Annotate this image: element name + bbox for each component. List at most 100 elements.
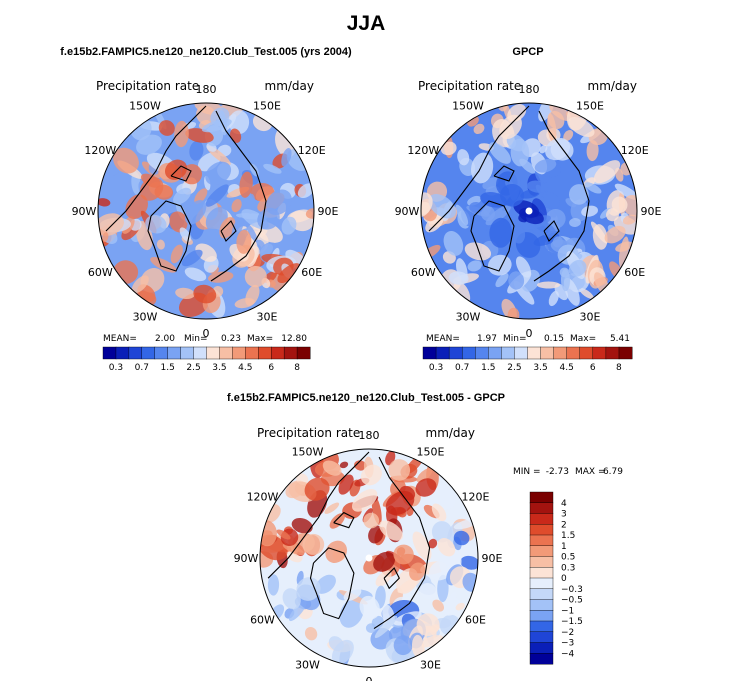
- field-patch: [175, 287, 195, 300]
- variable-label: Precipitation rate: [418, 79, 521, 93]
- colorbar-swatch: [180, 346, 195, 360]
- longitude-label: 60W: [250, 614, 275, 627]
- field-patch: [538, 103, 555, 122]
- longitude-label: 30E: [257, 311, 278, 324]
- colorbar-swatch: [529, 599, 554, 611]
- colorbar-swatch: [448, 346, 463, 360]
- field-patch: [291, 517, 313, 534]
- colorbar-swatch: [488, 346, 502, 360]
- field-patch: [442, 597, 461, 616]
- colorbar-swatch: [529, 534, 554, 547]
- colorbar-swatch: [529, 577, 554, 590]
- colorbar-swatch: [592, 346, 607, 360]
- field-patch: [359, 595, 380, 620]
- field-patch: [500, 183, 525, 207]
- polar-map: [98, 103, 314, 319]
- colorbar-tick-label: 1.5: [161, 363, 175, 373]
- max-label: MAX =: [575, 467, 606, 477]
- field-patch: [448, 271, 469, 285]
- colorbar-swatch: [527, 346, 542, 360]
- field-patch: [98, 213, 124, 236]
- field-patch: [488, 254, 512, 276]
- colorbar-tick-label: 2.5: [507, 363, 521, 373]
- field-patch: [415, 478, 437, 497]
- field-patch: [325, 540, 348, 563]
- longitude-labels: 180 150E 120E 90E 60E 30E 0 30W 60W 90W 120W 150W: [234, 429, 503, 681]
- field-patch: [154, 184, 174, 200]
- field-patch: [257, 207, 280, 230]
- colorbar-swatch: [529, 513, 554, 525]
- map-border: [97, 102, 315, 320]
- longitude-label: 60E: [465, 614, 486, 627]
- field-patch: [315, 574, 336, 594]
- stats-line: MEAN= 2.00 Min= 0.23 Max= 12.80: [103, 334, 307, 344]
- field-patch: [512, 226, 526, 244]
- field-patch: [416, 468, 433, 483]
- coastline: [383, 567, 400, 590]
- colorbar: 0.3 0.7 1.5 2.5 3.5 4.5 6 8: [102, 346, 311, 373]
- colorbar-swatch: [154, 346, 169, 360]
- pole-marker: [365, 554, 373, 562]
- field-patch: [507, 104, 527, 122]
- min-label: Min=: [503, 334, 527, 344]
- field-patch: [338, 474, 354, 495]
- max-value: 5.41: [610, 334, 630, 344]
- field-patch: [411, 634, 425, 658]
- field-patch: [419, 583, 437, 600]
- colorbar-swatch: [540, 346, 555, 360]
- colorbar-tick-label: −3: [561, 639, 574, 649]
- field-patch: [263, 163, 282, 174]
- min-value: -2.73: [546, 467, 569, 477]
- mean-value: 2.00: [155, 334, 175, 344]
- colorbar-tick-label: −4: [561, 649, 575, 659]
- field-patch: [431, 503, 447, 522]
- units-label: mm/day: [265, 79, 315, 93]
- field-patch: [113, 147, 139, 174]
- colorbar-swatch: [206, 346, 220, 360]
- max-label: Max=: [570, 334, 596, 344]
- field-patch: [304, 477, 330, 501]
- field-patch: [184, 267, 207, 282]
- field-patch: [409, 562, 426, 581]
- colorbar-swatch: [219, 346, 233, 360]
- field-patch: [322, 460, 342, 476]
- field-patch: [611, 196, 628, 213]
- colorbar-tick-label: 8: [294, 363, 300, 373]
- field-patch: [302, 533, 325, 555]
- field-patch: [194, 188, 208, 204]
- map-border: [259, 448, 479, 668]
- field-patch: [374, 615, 398, 639]
- field-patch: [267, 574, 280, 596]
- field-patch: [568, 184, 589, 205]
- colorbar-swatch: [529, 567, 554, 579]
- field-patch: [276, 529, 291, 540]
- field-patch: [569, 217, 581, 228]
- longitude-label: 90W: [234, 552, 259, 565]
- field-patch: [437, 537, 456, 557]
- units-label: mm/day: [426, 426, 476, 440]
- colorbar-tick-label: 0: [561, 574, 567, 584]
- panel-model: f.e15b2.FAMPIC5.ne120_ne120.Club_Test.00…: [60, 46, 352, 373]
- field-patch: [464, 242, 492, 261]
- colorbar-tick-label: 0.3: [429, 363, 443, 373]
- colorbar-swatch: [296, 346, 311, 360]
- field-patch: [397, 577, 421, 594]
- coastline: [220, 220, 237, 242]
- colorbar-swatch: [115, 346, 130, 360]
- colorbar-tick-label: 4.5: [238, 363, 252, 373]
- longitude-labels: 180 150E 120E 90E 60E 30E 0 30W 60W 90W 120W 150W: [72, 83, 339, 340]
- longitude-labels: 180 150E 120E 90E 60E 30E 0 30W 60W 90W 120W 150W: [395, 83, 662, 340]
- units-label: mm/day: [588, 79, 638, 93]
- colorbar-tick-label: 0.7: [135, 363, 149, 373]
- colorbar-tick-label: 1.5: [561, 531, 575, 541]
- polar-map: [421, 103, 637, 319]
- field-patch: [189, 140, 204, 161]
- longitude-label: 150E: [576, 99, 604, 112]
- colorbar-tick-label: −2: [561, 628, 574, 638]
- field-patch: [592, 224, 608, 250]
- field-patch: [485, 205, 511, 226]
- panel-diff: f.e15b2.FAMPIC5.ne120_ne120.Club_Test.00…: [227, 392, 623, 681]
- field-patch: [373, 551, 396, 572]
- colorbar-tick-label: −1.5: [561, 617, 583, 627]
